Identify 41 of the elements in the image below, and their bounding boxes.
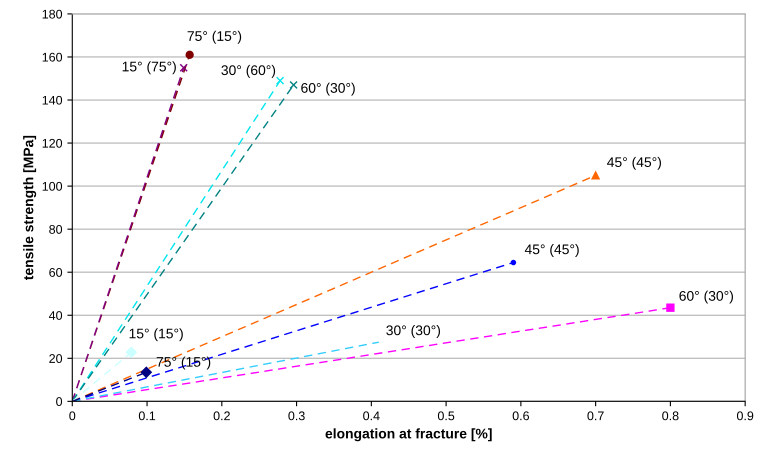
x-tick-label: 0.5 (438, 411, 454, 420)
x-tick-label: 0.8 (662, 411, 679, 420)
y-tick-label: 160 (42, 52, 62, 62)
series-label: 75° (15°) (188, 30, 242, 44)
series-label: 60° (30°) (679, 290, 733, 304)
point (591, 171, 600, 180)
point (666, 304, 675, 312)
y-axis-title: tensile strength [MPa] (23, 136, 36, 280)
y-tick-label: 20 (49, 354, 62, 363)
x-tick-label: 0.4 (363, 411, 380, 420)
x-axis-title: elongation at fracture [%] (326, 428, 492, 442)
y-tick-label: 120 (42, 138, 62, 148)
x-tick-label: 0.3 (288, 411, 305, 420)
x-tick-label: 0 (69, 411, 76, 420)
series-label: 75° (15°) (156, 356, 210, 370)
x-tick-label: 0.1 (138, 411, 156, 420)
y-tick-label: 180 (42, 10, 62, 19)
series-label: 15° (75°) (122, 61, 176, 74)
point (276, 76, 284, 85)
point (510, 260, 516, 266)
y-tick-label: 40 (48, 311, 62, 320)
y-tick-label: 80 (49, 224, 62, 234)
y-tick-label: 60 (49, 268, 62, 277)
point (126, 346, 137, 358)
x-tick-label: 0.9 (736, 411, 754, 420)
series-label: 15° (15°) (130, 328, 183, 342)
y-tick-label: 100 (42, 182, 62, 191)
point (140, 366, 152, 378)
series-label: 30° (60°) (221, 64, 276, 78)
y-tick-label: 140 (42, 96, 62, 105)
x-tick-label: 0.6 (512, 411, 530, 420)
y-tick-label: 0 (56, 397, 62, 406)
x-tick-label: 0.7 (587, 411, 604, 420)
series-label: 45° (45°) (607, 156, 661, 170)
point (289, 80, 298, 90)
point (186, 50, 194, 59)
series-label: 45° (45°) (524, 244, 579, 257)
series-label: 60° (30°) (301, 82, 355, 96)
x-tick-label: 0.2 (214, 411, 230, 420)
series-label: 30° (30°) (386, 325, 440, 338)
point (180, 64, 188, 72)
